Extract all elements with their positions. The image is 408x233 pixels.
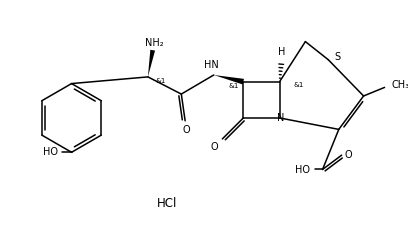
Text: HN: HN bbox=[204, 60, 218, 70]
Text: HCl: HCl bbox=[157, 197, 177, 210]
Text: &1: &1 bbox=[294, 82, 304, 88]
Text: HO: HO bbox=[295, 165, 310, 175]
Text: H: H bbox=[278, 47, 285, 57]
Text: O: O bbox=[344, 150, 352, 160]
Polygon shape bbox=[214, 75, 244, 84]
Text: CH₃: CH₃ bbox=[391, 79, 408, 89]
Text: N: N bbox=[277, 113, 284, 123]
Text: NH₂: NH₂ bbox=[145, 38, 164, 48]
Text: O: O bbox=[182, 125, 190, 135]
Polygon shape bbox=[148, 50, 155, 77]
Text: &1: &1 bbox=[228, 83, 238, 89]
Text: &1: &1 bbox=[155, 78, 166, 84]
Text: S: S bbox=[335, 52, 341, 62]
Text: O: O bbox=[211, 142, 219, 151]
Text: HO: HO bbox=[43, 147, 58, 157]
